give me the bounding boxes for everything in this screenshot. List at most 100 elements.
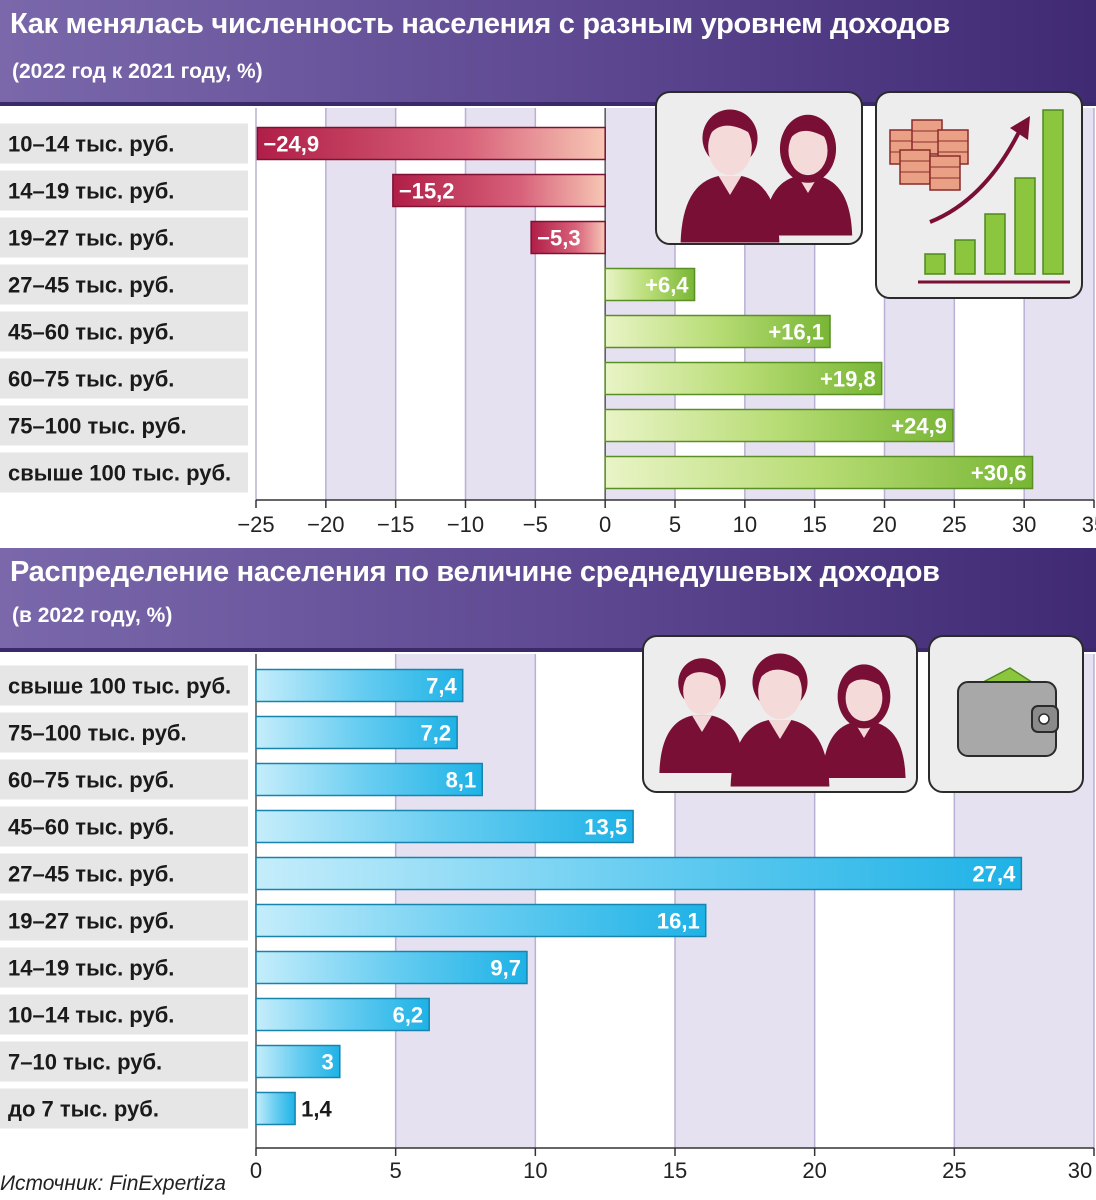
bar-value-label: −5,3 xyxy=(537,226,580,251)
chart2-plot: 0 5 10 15 20 25 30 свыше 100 тыс. руб. 7,4 75–100… xyxy=(0,654,1095,1183)
grid-band xyxy=(395,108,466,500)
growth-bar xyxy=(1014,177,1036,275)
person-body xyxy=(730,720,830,787)
bar xyxy=(255,668,464,703)
bar-value-label: 8,1 xyxy=(446,768,477,793)
bar-value-label: +16,1 xyxy=(768,320,824,345)
person-body xyxy=(680,176,780,243)
bar-value-label: 13,5 xyxy=(584,815,627,840)
money-stack-icon xyxy=(899,149,931,185)
x-tick-label: 25 xyxy=(942,512,966,537)
bar-positive xyxy=(604,267,696,302)
category-label-bg xyxy=(0,900,248,941)
bar xyxy=(255,950,528,985)
growth-arrow-icon xyxy=(929,129,1022,224)
x-tick-label: 20 xyxy=(872,512,896,537)
person-fringe xyxy=(786,118,831,144)
person-face xyxy=(788,125,828,176)
person-face xyxy=(708,119,752,176)
chart1-subtitle: (2022 год к 2021 году, %) xyxy=(12,60,263,83)
bar-positive xyxy=(604,314,831,349)
category-label: 14–19 тыс. руб. xyxy=(8,179,174,204)
category-label-bg xyxy=(0,994,248,1035)
growth-bar xyxy=(924,253,946,275)
icon-panels xyxy=(642,91,1084,793)
category-label-bg xyxy=(0,405,248,446)
x-tick-label: 10 xyxy=(523,1158,547,1183)
grid-band xyxy=(256,108,326,500)
source-note: Источник: FinExpertiza xyxy=(0,1172,226,1195)
bar xyxy=(255,856,1023,891)
x-tick-label: 25 xyxy=(942,1158,966,1183)
bar-value-label: 1,4 xyxy=(301,1097,332,1122)
growth-arrowhead xyxy=(1010,116,1030,140)
x-tick-label: 30 xyxy=(1012,512,1036,537)
male-person-icon xyxy=(730,653,830,787)
category-label-bg xyxy=(0,806,248,847)
bar-value-label: 7,2 xyxy=(421,721,452,746)
x-tick-label: 5 xyxy=(390,1158,402,1183)
chart2-title: Распределение населения по величине сред… xyxy=(10,556,940,588)
bar-value-label: −15,2 xyxy=(399,179,455,204)
bar-value-label: 7,4 xyxy=(426,674,457,699)
bar-value-label: 3 xyxy=(322,1050,334,1075)
bar-value-label: −24,9 xyxy=(263,132,319,157)
category-label-bg xyxy=(0,712,248,753)
person-body xyxy=(659,715,745,773)
x-tick-label: −15 xyxy=(377,512,414,537)
chart1-title: Как менялась численность населения с раз… xyxy=(10,8,951,40)
x-tick-label: 35 xyxy=(1082,512,1096,537)
header-rule xyxy=(0,102,1096,106)
category-label-bg xyxy=(0,947,248,988)
bar-negative xyxy=(256,126,606,161)
person-face xyxy=(845,674,883,722)
category-label: до 7 тыс. руб. xyxy=(8,1097,159,1122)
person-fringe xyxy=(706,111,755,140)
category-label-bg xyxy=(0,1088,248,1129)
category-label-bg xyxy=(0,217,248,258)
category-label: свыше 100 тыс. руб. xyxy=(8,674,231,699)
category-label: 45–60 тыс. руб. xyxy=(8,815,174,840)
x-tick-label: 0 xyxy=(250,1158,262,1183)
bar-positive xyxy=(604,361,883,396)
female-person-icon xyxy=(763,114,853,236)
x-tick-label: 30 xyxy=(1068,1158,1092,1183)
category-label: 10–14 тыс. руб. xyxy=(8,1003,174,1028)
bar-value-label: +24,9 xyxy=(891,414,947,439)
bar xyxy=(255,903,707,938)
person-collar xyxy=(692,715,712,732)
chart1-plot: −25 −20 −15 −10 −5 0 5 10 15 20 25 30 35 10–14 тыс. р… xyxy=(0,108,1096,537)
person-face xyxy=(758,663,802,720)
grid-band xyxy=(465,108,536,500)
x-tick-label: −20 xyxy=(307,512,344,537)
category-label: 27–45 тыс. руб. xyxy=(8,273,174,298)
x-tick-label: 15 xyxy=(802,512,826,537)
chart2-header: Распределение населения по величине сред… xyxy=(0,548,1096,652)
person-fringe xyxy=(844,667,885,692)
bar xyxy=(255,997,430,1032)
bar-negative xyxy=(530,220,606,255)
category-label: 14–19 тыс. руб. xyxy=(8,956,174,981)
category-label: свыше 100 тыс. руб. xyxy=(8,461,231,486)
bar-value-label: 6,2 xyxy=(393,1003,424,1028)
growth-bar xyxy=(954,239,976,275)
growth-bar xyxy=(1042,109,1064,275)
category-label: 60–75 тыс. руб. xyxy=(8,768,174,793)
growth-bar xyxy=(984,213,1006,275)
person-collar xyxy=(718,176,742,195)
money-stack-icon xyxy=(929,155,961,191)
category-label-bg xyxy=(0,452,248,493)
category-label: 7–10 тыс. руб. xyxy=(8,1050,162,1075)
category-label: 75–100 тыс. руб. xyxy=(8,721,187,746)
bar-positive xyxy=(604,455,1034,490)
category-label: 60–75 тыс. руб. xyxy=(8,367,174,392)
bar-value-label: +6,4 xyxy=(645,273,689,298)
male-person-icon xyxy=(680,109,780,243)
person-face xyxy=(683,667,721,715)
category-label: 19–27 тыс. руб. xyxy=(8,226,174,251)
person-collar xyxy=(768,720,792,739)
bar-value-label: +19,8 xyxy=(820,367,876,392)
person-fringe xyxy=(756,655,805,684)
male-person-icon xyxy=(659,658,745,773)
